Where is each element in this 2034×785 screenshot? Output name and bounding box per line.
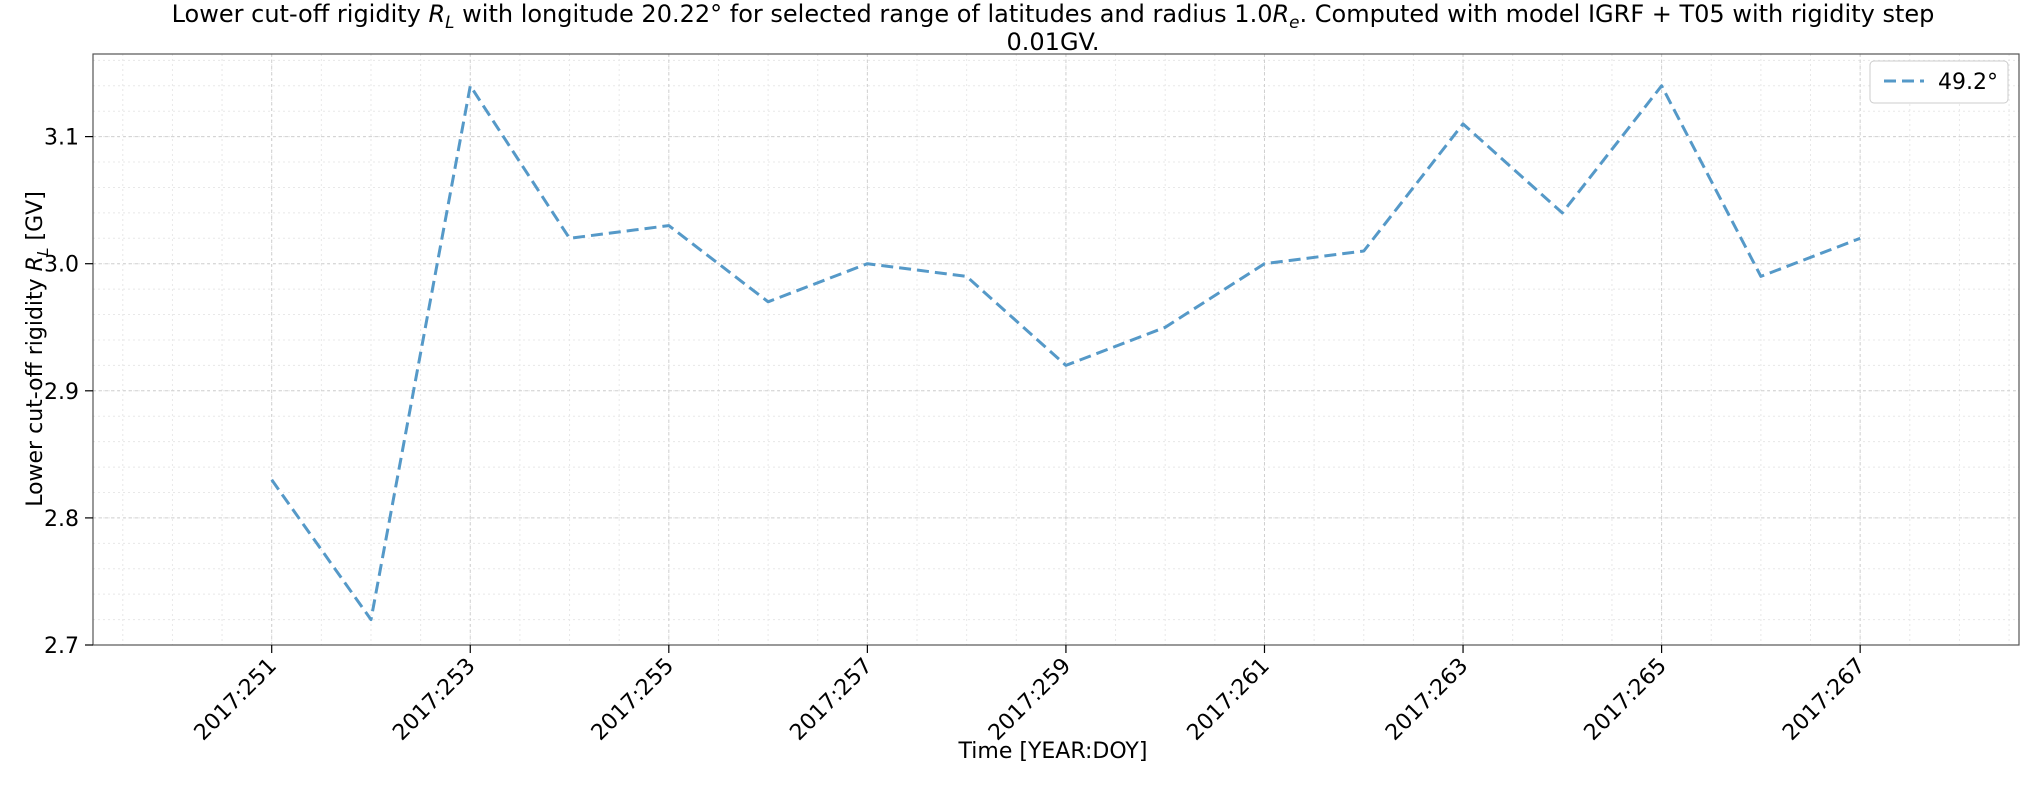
legend: 49.2° bbox=[1869, 60, 2009, 104]
x-axis: 2017:251 2017:253 2017:255 2017:257 2017:259… bbox=[190, 645, 1870, 746]
plot-frame bbox=[92, 53, 2020, 646]
x-tick-label: 2017:265 bbox=[1580, 654, 1672, 746]
x-tick-label: 2017:251 bbox=[190, 654, 282, 746]
chart-title-line1: Lower cut-off rigidity RL​ with longitud… bbox=[172, 0, 1935, 32]
chart-title-line2: 0.01GV. bbox=[1007, 28, 1100, 56]
x-tick-label: 2017:253 bbox=[388, 654, 480, 746]
x-tick-label: 2017:255 bbox=[587, 654, 679, 746]
y-axis: 2.7 2.8 2.9 3.0 3.1 bbox=[44, 126, 93, 659]
y-tick-label: 2.8 bbox=[44, 507, 79, 532]
series-layer bbox=[270, 84, 1861, 622]
x-tick-label: 2017:267 bbox=[1778, 654, 1870, 746]
x-tick-label: 2017:263 bbox=[1381, 654, 1473, 746]
y-tick-label: 2.7 bbox=[44, 634, 79, 659]
series-line-49-2 bbox=[270, 84, 1861, 622]
x-axis-label: Time [YEAR:DOY] bbox=[958, 739, 1148, 764]
y-axis-label: Lower cut-off rigidity RL​ [GV] bbox=[23, 191, 52, 507]
x-tick-label: 2017:261 bbox=[1183, 654, 1275, 746]
legend-entry: 49.2° bbox=[1938, 70, 1998, 95]
legend-box bbox=[1869, 60, 2009, 104]
x-tick-label: 2017:257 bbox=[785, 654, 877, 746]
x-tick-label: 2017:259 bbox=[984, 654, 1076, 746]
y-tick-label: 3.1 bbox=[44, 126, 79, 151]
y-tick-label: 3.0 bbox=[44, 253, 79, 278]
y-tick-label: 2.9 bbox=[44, 380, 79, 405]
